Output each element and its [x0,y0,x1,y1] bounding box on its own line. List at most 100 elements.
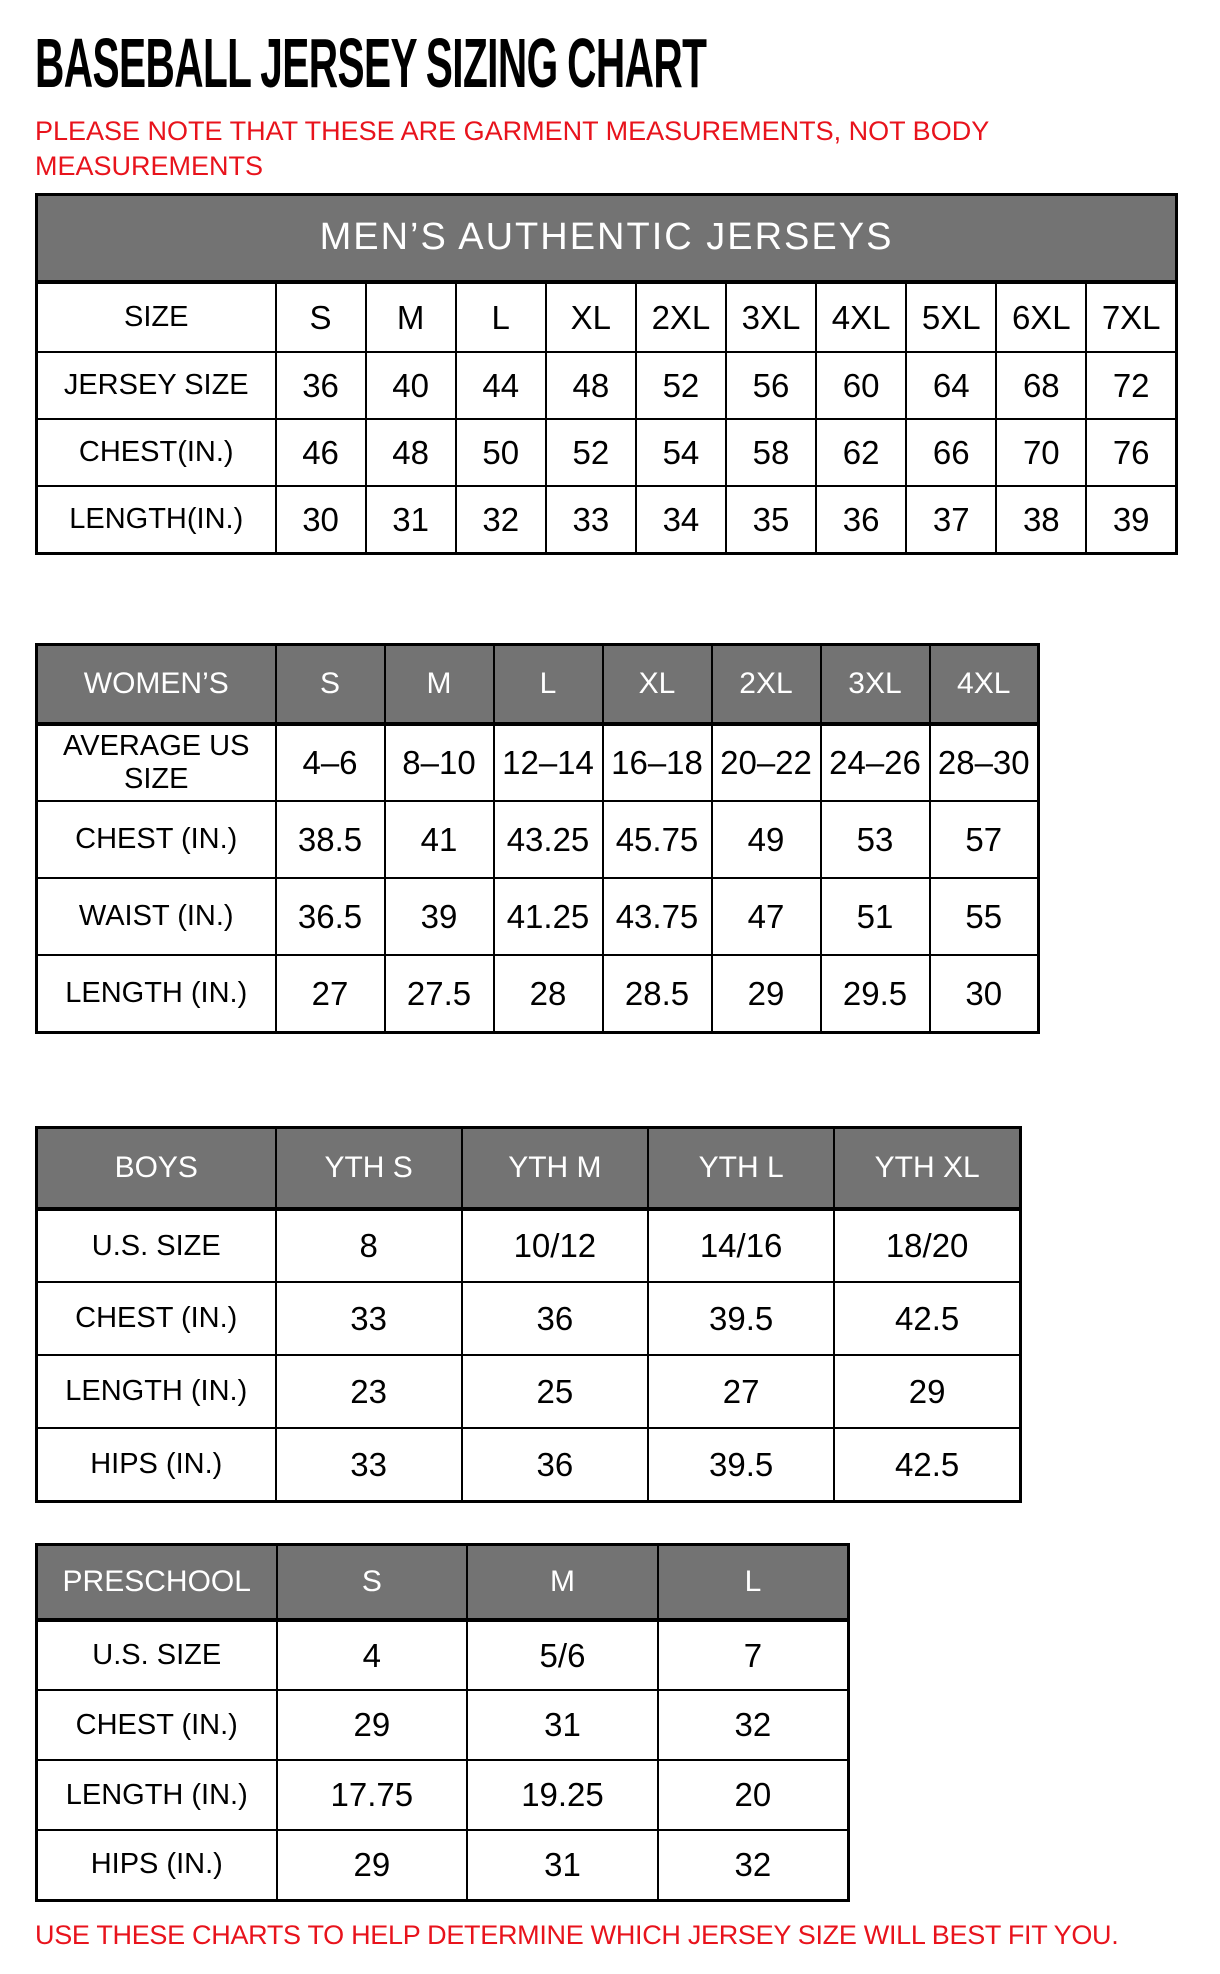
womens-value-cell: 12–14 [492,723,604,803]
preschool-value-cell: 20 [656,1759,850,1832]
womens-value-cell: 16–18 [601,723,713,803]
boys-value-cell: 39.5 [646,1281,836,1357]
boys-corner-label: BOYS [35,1126,277,1212]
boys-column-header: YTH S [274,1126,463,1212]
boys-value-cell: 8 [274,1208,463,1284]
womens-column-header: S [274,643,386,727]
preschool-value-cell: 29 [275,1829,469,1902]
preschool-value-cell: 32 [656,1829,850,1902]
mens-value-cell: 48 [544,351,637,421]
mens-column-header: 4XL [815,281,908,354]
mens-column-header: 5XL [905,281,998,354]
preschool-row-label: CHEST (IN.) [35,1689,278,1762]
mens-row-label: LENGTH(IN.) [35,485,277,555]
preschool-column-header: S [275,1543,469,1623]
mens-value-cell: 76 [1085,418,1178,488]
preschool-row-label: HIPS (IN.) [35,1829,278,1902]
boys-column-header: YTH L [646,1126,836,1212]
page-title: BASEBALL JERSEY SIZING CHART [35,24,707,102]
womens-value-cell: 8–10 [383,723,495,803]
womens-row-label: WAIST (IN.) [35,877,277,957]
preschool-column-header: L [656,1543,850,1623]
mens-column-header: S [274,281,367,354]
preschool-value-cell: 7 [656,1619,850,1692]
preschool-value-cell: 5/6 [466,1619,659,1692]
table-row: HIPS (IN.) 29 31 32 [35,1829,850,1902]
womens-row-label: CHEST (IN.) [35,800,277,880]
garment-measurements-note: PLEASE NOTE THAT THESE ARE GARMENT MEASU… [35,114,1185,185]
womens-value-cell: 39 [383,877,495,957]
womens-column-header: 3XL [819,643,931,727]
boys-value-cell: 23 [274,1354,463,1430]
mens-value-cell: 32 [454,485,547,555]
mens-value-cell: 56 [724,351,818,421]
womens-column-header: L [492,643,604,727]
note-line-1: PLEASE NOTE THAT THESE ARE GARMENT MEASU… [35,115,990,146]
womens-column-header: XL [601,643,713,727]
mens-column-header: XL [544,281,637,354]
preschool-value-cell: 31 [466,1829,659,1902]
mens-title-row: MEN’S AUTHENTIC JERSEYS [35,193,1178,285]
womens-value-cell: 45.75 [601,800,713,880]
table-row: LENGTH (IN.) 27 27.5 28 28.5 29 29.5 30 [35,954,1040,1034]
womens-value-cell: 28.5 [601,954,713,1034]
table-row: CHEST (IN.) 33 36 39.5 42.5 [35,1281,1022,1357]
boys-row-label: LENGTH (IN.) [35,1354,277,1430]
mens-value-cell: 36 [815,485,908,555]
preschool-columns-row: PRESCHOOL S M L [35,1543,850,1623]
mens-row-label: CHEST(IN.) [35,418,277,488]
boys-value-cell: 36 [460,1281,650,1357]
table-row: LENGTH (IN.) 17.75 19.25 20 [35,1759,850,1832]
table-row: U.S. SIZE 4 5/6 7 [35,1619,850,1692]
boys-value-cell: 18/20 [833,1208,1022,1284]
preschool-corner-label: PRESCHOOL [35,1543,278,1623]
boys-value-cell: 29 [833,1354,1022,1430]
mens-value-cell: 48 [364,418,457,488]
mens-value-cell: 34 [634,485,727,555]
table-row: CHEST(IN.) 46 48 50 52 54 58 62 66 70 76 [35,418,1178,488]
preschool-column-header: M [466,1543,659,1623]
preschool-value-cell: 31 [466,1689,659,1762]
womens-value-cell: 47 [710,877,822,957]
boys-value-cell: 27 [646,1354,836,1430]
womens-value-cell: 41.25 [492,877,604,957]
womens-row-label: AVERAGE US SIZE [35,723,277,803]
womens-column-header: 2XL [710,643,822,727]
table-row: U.S. SIZE 8 10/12 14/16 18/20 [35,1208,1022,1284]
mens-value-cell: 36 [274,351,367,421]
boys-value-cell: 36 [460,1427,650,1503]
womens-value-cell: 43.25 [492,800,604,880]
mens-table-title: MEN’S AUTHENTIC JERSEYS [35,193,1178,285]
womens-columns-row: WOMEN’S S M L XL 2XL 3XL 4XL [35,643,1040,727]
table-row: LENGTH (IN.) 23 25 27 29 [35,1354,1022,1430]
womens-value-cell: 27 [274,954,386,1034]
womens-corner-label: WOMEN’S [35,643,277,727]
table-row: LENGTH(IN.) 30 31 32 33 34 35 36 37 38 39 [35,485,1178,555]
mens-column-header: L [454,281,547,354]
boys-value-cell: 42.5 [833,1281,1022,1357]
boys-value-cell: 25 [460,1354,650,1430]
mens-value-cell: 30 [274,485,367,555]
boys-value-cell: 42.5 [833,1427,1022,1503]
womens-value-cell: 41 [383,800,495,880]
mens-row-label: JERSEY SIZE [35,351,277,421]
mens-column-header: 3XL [724,281,818,354]
preschool-value-cell: 32 [656,1689,850,1762]
mens-value-cell: 52 [544,418,637,488]
womens-value-cell: 29 [710,954,822,1034]
womens-value-cell: 29.5 [819,954,931,1034]
preschool-value-cell: 17.75 [275,1759,469,1832]
fit-advice-note: USE THESE CHARTS TO HELP DETERMINE WHICH… [35,1919,1119,1950]
boys-row-label: HIPS (IN.) [35,1427,277,1503]
mens-sizing-table: MEN’S AUTHENTIC JERSEYS SIZE S M L XL 2XL 3XL 4X… [35,192,1178,555]
boys-row-label: U.S. SIZE [35,1208,277,1284]
mens-value-cell: 40 [364,351,457,421]
boys-value-cell: 39.5 [646,1427,836,1503]
mens-value-cell: 37 [905,485,998,555]
table-row: CHEST (IN.) 29 31 32 [35,1689,850,1762]
mens-corner-label: SIZE [35,281,277,354]
mens-column-header: 6XL [995,281,1088,354]
womens-value-cell: 24–26 [819,723,931,803]
womens-value-cell: 20–22 [710,723,822,803]
mens-value-cell: 64 [905,351,998,421]
